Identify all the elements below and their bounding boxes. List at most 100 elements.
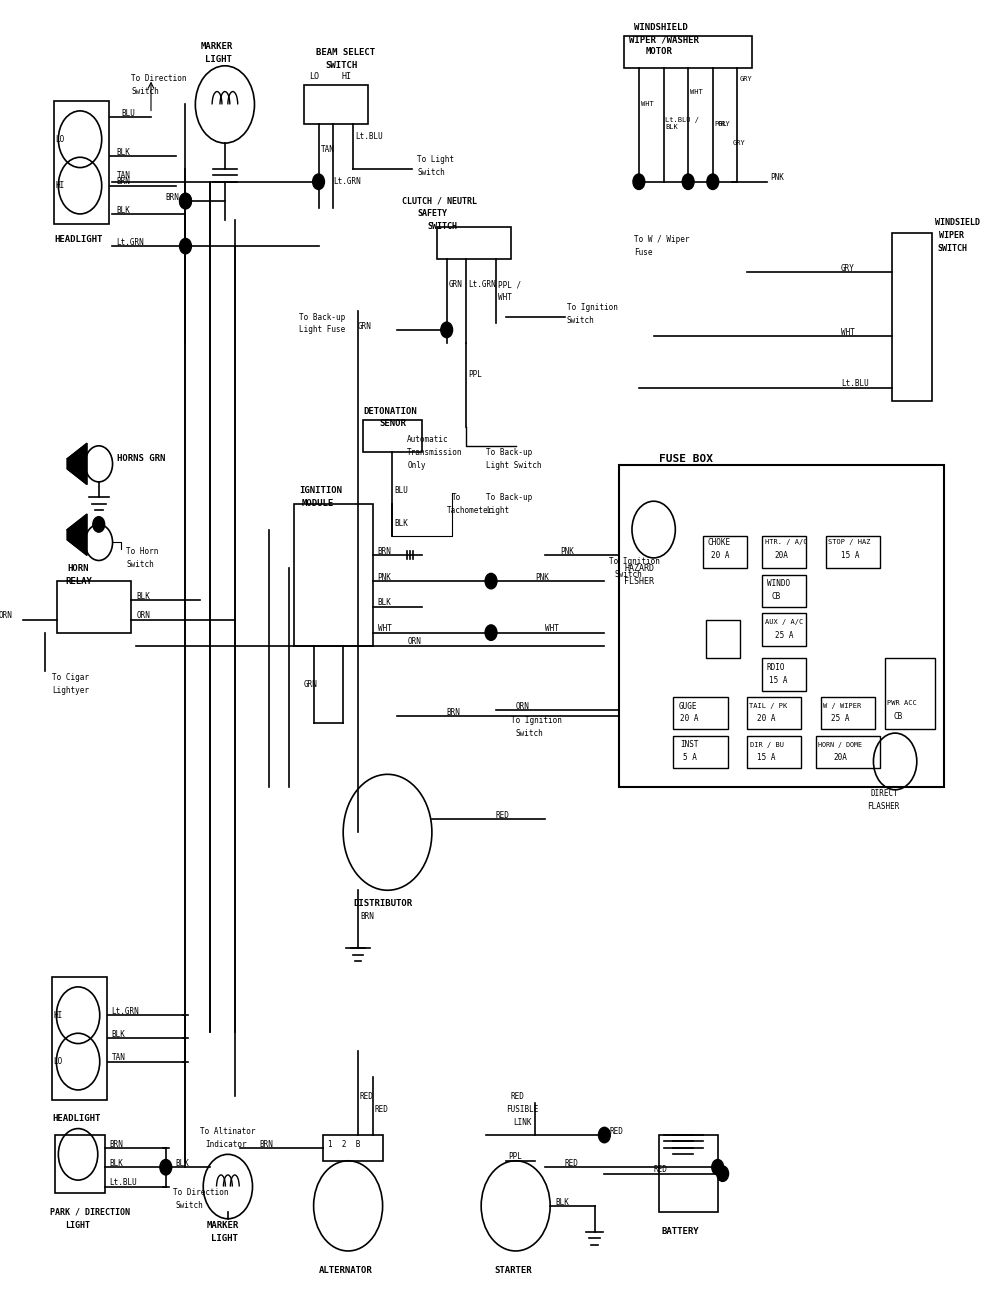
Circle shape [180,194,191,209]
Text: BLK: BLK [117,147,130,156]
Bar [294,503,373,646]
Text: Lt.BLU: Lt.BLU [355,132,383,141]
Text: BATTERY: BATTERY [662,1228,699,1237]
Text: Lt.GRN: Lt.GRN [333,177,361,186]
Bar [673,736,728,768]
Text: 15 A: 15 A [757,753,776,762]
Bar [885,658,935,729]
Text: DISTRIBUTOR: DISTRIBUTOR [353,899,412,908]
Bar [747,697,801,729]
Text: TAN: TAN [321,145,334,154]
Text: BRN: BRN [378,547,392,556]
Text: Only: Only [407,461,426,470]
Text: 15 A: 15 A [841,551,859,560]
Text: BRN: BRN [259,1140,273,1149]
Text: To Back-up: To Back-up [486,493,532,502]
Text: SWITCH: SWITCH [938,244,968,253]
Text: LO: LO [53,1057,63,1066]
Text: LIGHT: LIGHT [211,1234,238,1242]
Text: MOTOR: MOTOR [646,48,673,56]
Polygon shape [67,443,87,484]
Text: 20 A: 20 A [680,714,699,723]
Text: 20 A: 20 A [757,714,776,723]
Text: STOP / HAZ: STOP / HAZ [828,540,871,545]
Text: RED: RED [609,1127,623,1136]
Text: Lightyer: Lightyer [52,686,89,695]
Text: HORN: HORN [67,564,89,573]
Text: HAZARD: HAZARD [624,564,654,573]
Text: Transmission: Transmission [407,448,463,457]
Text: Fuse: Fuse [634,248,652,257]
Text: PNK: PNK [378,573,392,582]
Bar [747,736,801,768]
Text: 20A: 20A [833,753,847,762]
Circle shape [485,573,497,589]
Text: To Ignition: To Ignition [567,303,618,312]
Text: SWITCH: SWITCH [325,61,358,70]
Circle shape [441,323,453,338]
Text: BLU: BLU [394,487,408,496]
Text: INST: INST [680,740,699,749]
Text: WINDO: WINDO [767,580,790,589]
Text: PARK / DIRECTION: PARK / DIRECTION [50,1208,130,1217]
Text: Lt.GRN: Lt.GRN [112,1007,139,1016]
Bar [816,736,880,768]
Text: WIPER /WASHER: WIPER /WASHER [629,36,699,44]
Text: GRN: GRN [358,321,372,330]
Text: HTR. / A/C: HTR. / A/C [765,540,808,545]
Text: ORN: ORN [0,612,12,621]
Text: HI: HI [53,1011,63,1020]
Text: GRY: GRY [739,76,752,81]
Text: To Altinator: To Altinator [200,1127,256,1136]
Text: WHT: WHT [841,328,855,337]
Text: BLK: BLK [378,599,392,608]
Text: GUGE: GUGE [678,701,697,710]
Text: Switch: Switch [417,168,445,177]
Text: RED: RED [360,1092,374,1101]
Text: WIPER: WIPER [939,231,964,240]
Text: Switch: Switch [126,560,154,569]
Text: To Ignition: To Ignition [609,558,660,567]
Text: HEADLIGHT: HEADLIGHT [54,235,103,244]
Text: SAFETY: SAFETY [417,209,447,218]
Text: PPL: PPL [468,371,482,380]
Circle shape [93,516,105,532]
Text: 20A: 20A [775,551,789,560]
Text: GRY: GRY [718,121,730,127]
Text: TAN: TAN [117,170,130,179]
Text: HEADLIGHT: HEADLIGHT [52,1114,101,1123]
Bar [619,465,944,788]
Text: BLK: BLK [136,593,150,602]
Text: Switch: Switch [567,316,595,325]
Circle shape [313,174,324,190]
Bar [54,101,109,225]
Text: STARTER: STARTER [494,1265,532,1274]
Text: To Back-up: To Back-up [486,448,532,457]
Text: FLSHER: FLSHER [624,577,654,586]
Circle shape [485,625,497,640]
Bar [323,1135,383,1161]
Circle shape [180,194,191,209]
Circle shape [180,239,191,254]
Bar [821,697,875,729]
Text: 5 A: 5 A [683,753,697,762]
Text: PPL: PPL [508,1153,522,1162]
Text: To W / Wiper: To W / Wiper [634,235,689,244]
Text: 20 A: 20 A [711,551,729,560]
Text: BLU: BLU [121,108,135,117]
Text: Lt.BLU: Lt.BLU [841,380,869,389]
Text: BRN: BRN [117,177,130,186]
Text: ALTERNATOR: ALTERNATOR [319,1265,372,1274]
Text: SENOR: SENOR [380,420,407,429]
Text: 15 A: 15 A [769,675,787,684]
Text: To Light: To Light [417,155,454,164]
Text: To Cigar: To Cigar [52,673,89,682]
Text: To Direction: To Direction [173,1189,228,1198]
Text: ORN: ORN [136,612,150,621]
Circle shape [712,1159,724,1175]
Text: BLK: BLK [394,519,408,528]
Circle shape [717,1166,729,1181]
Text: LIGHT: LIGHT [65,1221,90,1230]
Text: Switch: Switch [131,86,159,96]
Text: Switch: Switch [516,728,543,737]
